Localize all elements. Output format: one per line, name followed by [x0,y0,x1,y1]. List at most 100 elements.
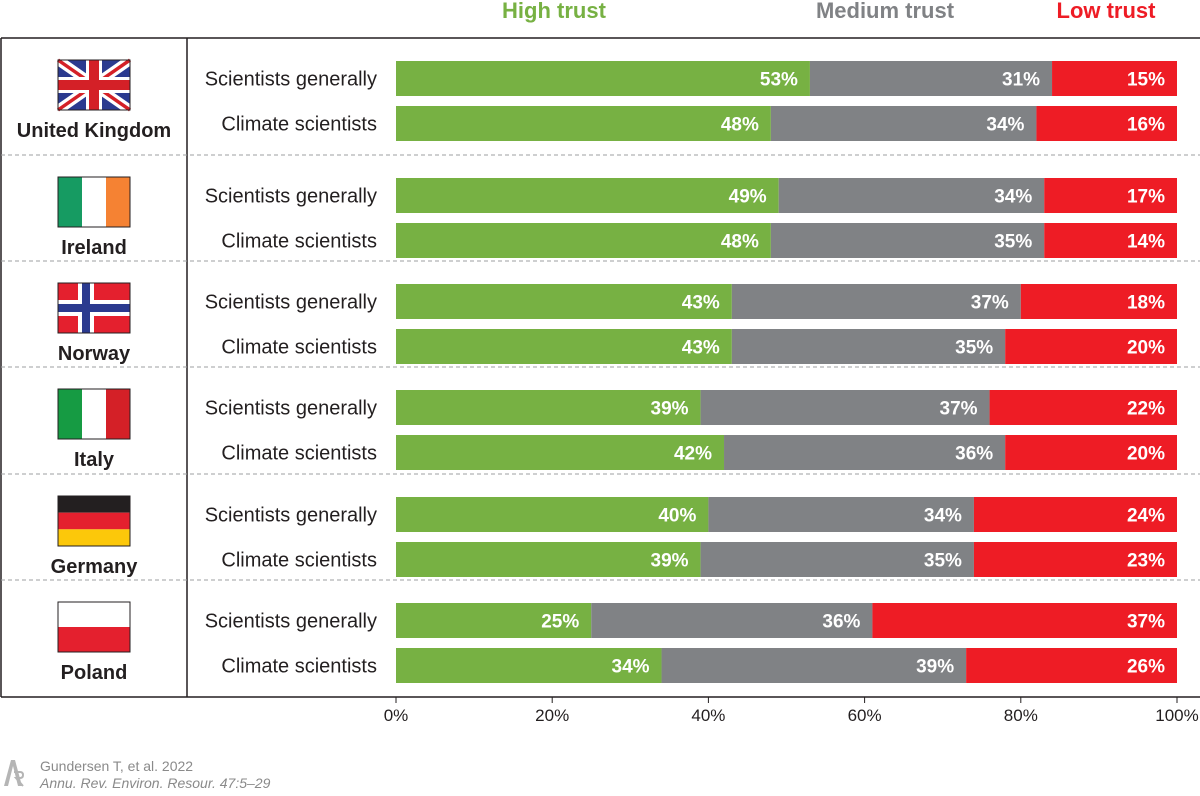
legend-low-trust: Low trust [1057,0,1157,23]
high-trust-bar [396,648,662,683]
data-label: 53% [760,70,798,91]
medium-trust-bar [661,648,967,683]
x-tick-label: 40% [691,706,725,725]
data-label: 25% [541,612,579,633]
medium-trust-bar [731,329,1006,364]
low-trust-bar [1052,61,1177,96]
high-trust-bar [396,284,732,319]
legend-high-trust: High trust [502,0,607,23]
data-label: 20% [1127,338,1165,359]
annual-reviews-logo-icon [4,760,24,787]
high-trust-bar [396,390,701,425]
data-label: 22% [1127,399,1165,420]
data-label: 34% [924,506,962,527]
low-trust-bar [1005,435,1177,470]
medium-trust-bar [700,542,974,577]
citation-footer: Gundersen T, et al. 2022 Annu. Rev. Envi… [0,756,400,796]
high-trust-bar [396,178,779,213]
data-label: 34% [994,187,1032,208]
low-trust-bar [973,542,1177,577]
data-label: 14% [1127,232,1165,253]
country-label: Ireland [61,237,127,259]
country-label: Germany [51,556,139,578]
category-label: Scientists generally [205,69,377,91]
citation-journal: Annu. Rev. Environ. Resour. 47:5–29 [40,775,271,791]
data-label: 39% [651,551,689,572]
citation-authors: Gundersen T, et al. 2022 [40,758,194,774]
category-label: Scientists generally [205,292,377,314]
low-trust-bar [973,497,1177,532]
category-label: Climate scientists [221,443,377,465]
category-label: Climate scientists [221,656,377,678]
data-label: 35% [955,338,993,359]
data-label: 34% [986,115,1024,136]
category-label: Scientists generally [205,398,377,420]
data-label: 34% [612,657,650,678]
medium-trust-bar [591,603,873,638]
x-tick-label: 0% [384,706,409,725]
data-label: 37% [971,293,1009,314]
high-trust-bar [396,603,592,638]
high-trust-bar [396,223,771,258]
x-tick-label: 20% [535,706,569,725]
low-trust-bar [966,648,1177,683]
data-label: 31% [1002,70,1040,91]
medium-trust-bar [770,106,1037,141]
uk-flag-icon [55,55,133,115]
data-label: 16% [1127,115,1165,136]
data-label: 43% [682,338,720,359]
low-trust-bar [1020,284,1177,319]
data-label: 18% [1127,293,1165,314]
ireland-flag-icon [57,176,131,228]
data-label: 20% [1127,444,1165,465]
data-label: 36% [822,612,860,633]
x-tick-label: 100% [1155,706,1198,725]
data-label: 15% [1127,70,1165,91]
data-label: 36% [955,444,993,465]
norway-flag-icon [57,282,131,334]
data-label: 48% [721,115,759,136]
germany-flag-icon [57,495,131,547]
category-label: Climate scientists [221,337,377,359]
high-trust-bar [396,106,771,141]
medium-trust-bar [809,61,1053,96]
category-label: Scientists generally [205,186,377,208]
data-label: 39% [651,399,689,420]
data-label: 35% [924,551,962,572]
data-label: 42% [674,444,712,465]
data-label: 39% [916,657,954,678]
high-trust-bar [396,542,701,577]
data-label: 37% [1127,612,1165,633]
medium-trust-bar [708,497,974,532]
data-label: 49% [729,187,767,208]
low-trust-bar [872,603,1177,638]
high-trust-bar [396,329,732,364]
medium-trust-bar [778,178,1045,213]
low-trust-bar [1005,329,1177,364]
data-label: 48% [721,232,759,253]
high-trust-bar [396,435,725,470]
category-label: Scientists generally [205,505,377,527]
data-label: 24% [1127,506,1165,527]
data-label: 26% [1127,657,1165,678]
category-label: Scientists generally [205,611,377,633]
data-label: 43% [682,293,720,314]
low-trust-bar [1036,106,1177,141]
legend-medium-trust: Medium trust [816,0,955,23]
data-label: 35% [994,232,1032,253]
low-trust-bar [1044,178,1177,213]
x-tick-label: 80% [1004,706,1038,725]
medium-trust-bar [731,284,1021,319]
low-trust-bar [1044,223,1177,258]
category-label: Climate scientists [221,114,377,136]
poland-flag-icon [57,601,131,653]
country-label: Italy [74,449,115,471]
country-label: Poland [61,662,128,684]
medium-trust-bar [700,390,990,425]
country-label: United Kingdom [17,120,171,142]
data-label: 40% [658,506,696,527]
country-label: Norway [58,343,131,365]
italy-flag-icon [57,388,131,440]
category-label: Climate scientists [221,550,377,572]
medium-trust-bar [724,435,1006,470]
